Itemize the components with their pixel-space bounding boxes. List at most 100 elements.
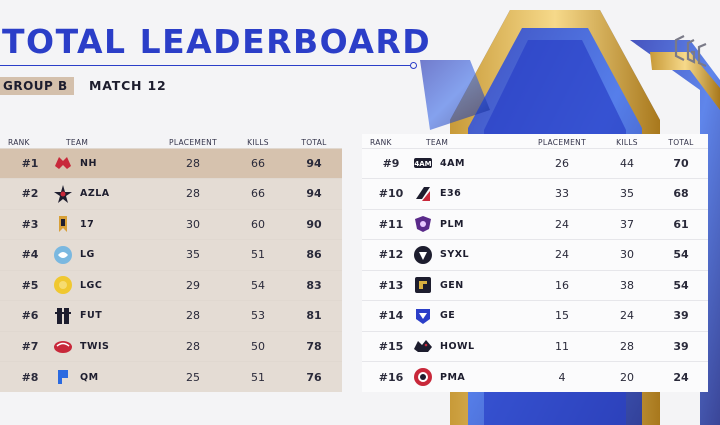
rank-cell: #14 — [362, 300, 412, 331]
total-cell: 39 — [654, 300, 708, 331]
rank-cell: #5 — [0, 269, 52, 301]
team-name: TWIS — [80, 340, 110, 352]
column-header-rank: RANK — [370, 137, 392, 147]
kills-cell: 66 — [230, 147, 286, 179]
rank-cell: #11 — [362, 208, 412, 240]
qm-logo-icon — [52, 366, 74, 388]
table-row: #8 QM 25 51 76 — [0, 361, 342, 392]
rank-cell: #6 — [0, 300, 52, 331]
placement-cell: 28 — [156, 300, 230, 331]
total-cell: 54 — [654, 239, 708, 270]
kills-cell: 51 — [230, 361, 286, 392]
column-header-kills: KILLS — [616, 137, 638, 147]
kills-cell: 60 — [230, 208, 286, 240]
column-header-rank: RANK — [8, 137, 30, 147]
leaderboard-table-left: RANK TEAM PLACEMENT KILLS TOTAL #1 NH 28 66… — [0, 134, 342, 392]
total-cell: 54 — [654, 269, 708, 301]
kills-cell: 35 — [600, 178, 654, 209]
column-header-kills: KILLS — [247, 137, 269, 147]
twis-logo-icon — [52, 335, 74, 357]
table-row: #12 SYXL 24 30 54 — [362, 239, 708, 270]
team-cell: LG — [52, 239, 156, 270]
table-row: #1 NH 28 66 94 — [0, 147, 342, 179]
placement-cell: 16 — [524, 269, 600, 301]
team-name: NH — [80, 157, 97, 169]
team-name: QM — [80, 371, 99, 383]
kills-cell: 51 — [230, 239, 286, 270]
team-cell: GE — [412, 300, 524, 331]
team-name: PMA — [440, 371, 466, 383]
placement-cell: 35 — [156, 239, 230, 270]
column-header-placement: PLACEMENT — [538, 137, 586, 147]
team-name: GE — [440, 310, 456, 322]
team-cell: PLM — [412, 208, 524, 240]
total-cell: 83 — [286, 269, 342, 301]
placement-cell: 28 — [156, 178, 230, 209]
team-name: HOWL — [440, 340, 475, 352]
table-row: #5 LGC 29 54 83 — [0, 269, 342, 301]
team-cell: PMA — [412, 361, 524, 392]
rank-cell: #3 — [0, 208, 52, 240]
gen-logo-icon — [412, 274, 434, 296]
team-name: E36 — [440, 188, 462, 200]
kills-cell: 30 — [600, 239, 654, 270]
team-cell: GEN — [412, 269, 524, 301]
team-name: LG — [80, 249, 95, 261]
team-name: 4AM — [440, 157, 465, 169]
team-name: 17 — [80, 218, 95, 230]
page-title: TOTAL LEADERBOARD — [2, 22, 432, 61]
table-row: #16 PMA 4 20 24 — [362, 361, 708, 392]
kills-cell: 28 — [600, 330, 654, 362]
placement-cell: 24 — [524, 208, 600, 240]
title-underline — [0, 65, 414, 66]
column-header-team: TEAM — [66, 137, 89, 147]
total-cell: 78 — [286, 330, 342, 362]
placement-cell: 25 — [156, 361, 230, 392]
nh-logo-icon — [52, 152, 74, 174]
table-row: #2 AZLA 28 66 94 — [0, 178, 342, 209]
rank-cell: #10 — [362, 178, 412, 209]
column-header-team: TEAM — [426, 137, 449, 147]
4am-logo-icon: 4AM — [412, 152, 434, 174]
svg-text:4AM: 4AM — [414, 160, 431, 168]
total-cell: 90 — [286, 208, 342, 240]
total-cell: 24 — [654, 361, 708, 392]
title-underline-dot — [410, 62, 417, 69]
team-name: SYXL — [440, 249, 470, 261]
team-cell: 17 — [52, 208, 156, 240]
table-row: #7 TWIS 28 50 78 — [0, 330, 342, 362]
table-row: #9 4AM 4AM 26 44 70 — [362, 147, 708, 179]
total-cell: 94 — [286, 147, 342, 179]
placement-cell: 26 — [524, 147, 600, 179]
kills-cell: 38 — [600, 269, 654, 301]
leaderboard-table-right: RANK TEAM PLACEMENT KILLS TOTAL #9 4AM 4AM… — [362, 134, 708, 392]
placement-cell: 30 — [156, 208, 230, 240]
kills-cell: 54 — [230, 269, 286, 301]
team-cell: LGC — [52, 269, 156, 301]
fut-logo-icon — [52, 305, 74, 327]
e36-logo-icon — [412, 183, 434, 205]
table-row: #4 LG 35 51 86 — [0, 239, 342, 270]
table-row: #3 17 30 60 90 — [0, 208, 342, 240]
placement-cell: 24 — [524, 239, 600, 270]
table-row: #15 HOWL 11 28 39 — [362, 330, 708, 362]
placement-cell: 11 — [524, 330, 600, 362]
team-cell: QM — [52, 361, 156, 392]
team-cell: 4AM 4AM — [412, 147, 524, 179]
kills-cell: 44 — [600, 147, 654, 179]
lgc-logo-icon — [52, 274, 74, 296]
placement-cell: 28 — [156, 147, 230, 179]
kills-cell: 24 — [600, 300, 654, 331]
table-header-row: RANK TEAM PLACEMENT KILLS TOTAL — [362, 134, 708, 148]
team-cell: SYXL — [412, 239, 524, 270]
rank-cell: #1 — [0, 147, 52, 179]
rank-cell: #4 — [0, 239, 52, 270]
rank-cell: #7 — [0, 330, 52, 362]
17-logo-icon — [52, 213, 74, 235]
team-name: AZLA — [80, 188, 110, 200]
team-name: FUT — [80, 310, 103, 322]
group-badge: GROUP B — [0, 77, 74, 95]
total-cell: 86 — [286, 239, 342, 270]
team-cell: HOWL — [412, 330, 524, 362]
kills-cell: 50 — [230, 330, 286, 362]
